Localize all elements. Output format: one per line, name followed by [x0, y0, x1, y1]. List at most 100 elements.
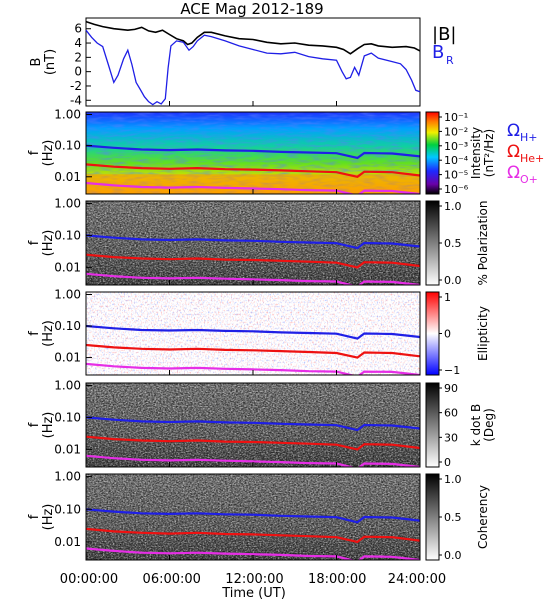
- y-tick-label-coherency: 0.10: [54, 502, 81, 516]
- panel-ellipticity: 1.00 0.10 0.01 f (Hz) 1 0 −1 Ellipticity: [27, 287, 490, 377]
- y-tick-label-field: -4: [70, 93, 82, 107]
- y-tick-label-coherency: 0.01: [54, 535, 81, 549]
- spectrogram-ellipticity: [86, 292, 420, 375]
- y-tick-label-polarization: 0.01: [54, 260, 81, 274]
- colorbar-tick-label-polarization: 0.0: [444, 274, 462, 287]
- x-tick-label-0: 00:00:00: [60, 572, 118, 587]
- colorbar-tick-label-kdotb: 0: [444, 456, 451, 469]
- y-label-hz: (Hz): [41, 230, 56, 257]
- colorbar-tick-label-kdotb: 90: [444, 382, 458, 395]
- y-tick-label-kdotb: 0.10: [54, 410, 81, 424]
- colorbar-label-text: % Polarization: [476, 201, 490, 286]
- colorbar-label-text: k dot B: [469, 404, 483, 446]
- x-tick-label-2: 12:00:00: [225, 572, 283, 587]
- y-axis-label-polarization: f (Hz): [27, 230, 56, 257]
- y-label-f: f: [27, 422, 42, 427]
- colorbar-tick-label-intensity: 10⁻⁶: [444, 183, 469, 196]
- colorbar-tick-label-intensity: 10⁻⁴: [444, 154, 469, 167]
- gyro-line-heplus: [86, 435, 420, 451]
- colorbar-tick-label-intensity: 10⁻²: [444, 125, 468, 138]
- gyro-line-oplus: [86, 547, 420, 560]
- legend-br: B: [432, 42, 444, 63]
- colorbar-label-intensity: Intensity (nT²/Hz): [469, 127, 496, 179]
- y-tick-label-field: -2: [70, 79, 82, 93]
- y-label-hz: (Hz): [41, 412, 56, 439]
- colorbar-label-polarization: % Polarization: [476, 201, 490, 286]
- panel-coherency: 1.00 0.10 0.01 f (Hz) 1.0 0.5 0.0 Coherency: [27, 470, 490, 562]
- panel-field-frame: [85, 17, 421, 107]
- y-tick-label-field: 6: [74, 22, 82, 36]
- colorbar-tick-label-intensity: 10⁻¹: [444, 111, 468, 124]
- y-axis-label-kdotb: f (Hz): [27, 412, 56, 439]
- legend-omega-h-sub: H+: [520, 131, 538, 144]
- colorbar-tick-label-coherency: 0.5: [444, 511, 462, 524]
- gyro-line-oplus: [86, 362, 420, 375]
- colorbar-label-kdotb: k dot B (Deg): [469, 404, 496, 446]
- panel-polarization: 1.00 0.10 0.01 f (Hz) 1.0 0.5 0.0 % Polarization: [27, 197, 490, 287]
- y-tick-label-kdotb: 1.00: [54, 379, 81, 393]
- gyro-line-heplus: [86, 527, 420, 544]
- y-tick-label-intensity: 1.00: [54, 107, 81, 121]
- gyro-line-hplus: [86, 144, 420, 160]
- panel-intensity: 1.00 0.10 0.01 f (Hz) 10⁻¹10⁻² 10⁻³10⁻⁴ 10⁻⁵10⁻…: [27, 107, 496, 196]
- gyro-line-oplus: [86, 181, 420, 194]
- y-label-f: f: [27, 150, 42, 155]
- x-tick-label-4: 24:00:00: [388, 572, 446, 587]
- colorbar-tick-label-ellipticity: 0: [444, 328, 451, 341]
- legend-field: |B| B R: [432, 24, 456, 67]
- x-tick-label-1: 06:00:00: [143, 572, 201, 587]
- gyro-line-oplus: [86, 454, 420, 467]
- spectrogram-polarization: [86, 201, 420, 285]
- colorbar-polarization: [425, 200, 440, 286]
- y-axis-label-coherency: f (Hz): [27, 504, 56, 531]
- colorbar-ellipticity: [425, 291, 440, 376]
- chart-title: ACE Mag 2012-189: [180, 0, 323, 18]
- legend-omega-o-sub: O+: [520, 173, 538, 186]
- y-tick-label-kdotb: 0.01: [54, 442, 81, 456]
- y-label-f: f: [27, 331, 42, 336]
- colorbar-tick-label-ellipticity: 1: [444, 291, 451, 304]
- y-axis-label-intensity: f (Hz): [27, 140, 56, 167]
- y-axis-label-field: B (nT): [29, 49, 58, 75]
- colorbar-tick-label-intensity: 10⁻⁵: [444, 169, 468, 182]
- colorbar-tick-label-coherency: 0.0: [444, 549, 462, 562]
- y-tick-label-intensity: 0.10: [54, 139, 81, 153]
- x-axis: 00:00:00 06:00:00 12:00:00 18:00:00 24:0…: [60, 572, 446, 600]
- y-tick-label-polarization: 0.10: [54, 228, 81, 242]
- colorbar-intensity: [425, 111, 440, 195]
- series-line-br: [85, 29, 421, 106]
- y-axis-label-ellipticity: f (Hz): [27, 320, 56, 347]
- spectrogram-coherency: [86, 474, 420, 560]
- legend-omega-he: Ω: [507, 142, 520, 162]
- colorbar-tick-label-coherency: 1.0: [444, 473, 462, 486]
- colorbar-label-text: Coherency: [476, 485, 490, 549]
- y-tick-label-field: 2: [74, 50, 82, 64]
- y-label-hz: (Hz): [41, 504, 56, 531]
- colorbar-label-unit: (nT²/Hz): [482, 129, 496, 177]
- legend-omega-he-sub: He+: [520, 152, 544, 165]
- y-tick-label-ellipticity: 1.00: [54, 287, 81, 301]
- colorbar-coherency: [425, 473, 440, 561]
- gyro-line-heplus: [86, 343, 420, 359]
- y-tick-label-coherency: 1.00: [54, 470, 81, 484]
- y-label-hz: (Hz): [41, 320, 56, 347]
- y-label-field-unit: (nT): [43, 49, 58, 75]
- colorbar-label-unit: (Deg): [482, 408, 496, 442]
- colorbar-tick-label-polarization: 0.5: [444, 237, 462, 250]
- y-tick-label-intensity: 0.01: [54, 170, 81, 184]
- y-tick-label-ellipticity: 0.10: [54, 319, 81, 333]
- gyro-line-heplus: [86, 253, 420, 269]
- spectrogram-kdotb: [86, 383, 420, 467]
- gyro-line-heplus: [86, 163, 420, 178]
- colorbar-label-ellipticity: Ellipticity: [476, 306, 490, 361]
- legend-omega-h: Ω: [507, 121, 520, 141]
- gyro-line-hplus: [86, 508, 420, 524]
- gyro-line-hplus: [86, 416, 420, 432]
- legend-omega-o: Ω: [507, 163, 520, 183]
- colorbar-tick-label-kdotb: 30: [444, 431, 458, 444]
- y-tick-label-field: 4: [74, 36, 82, 50]
- panel-kdotb: 1.00 0.10 0.01 f (Hz) 90 60 30 0 k dot B (Deg): [27, 379, 496, 469]
